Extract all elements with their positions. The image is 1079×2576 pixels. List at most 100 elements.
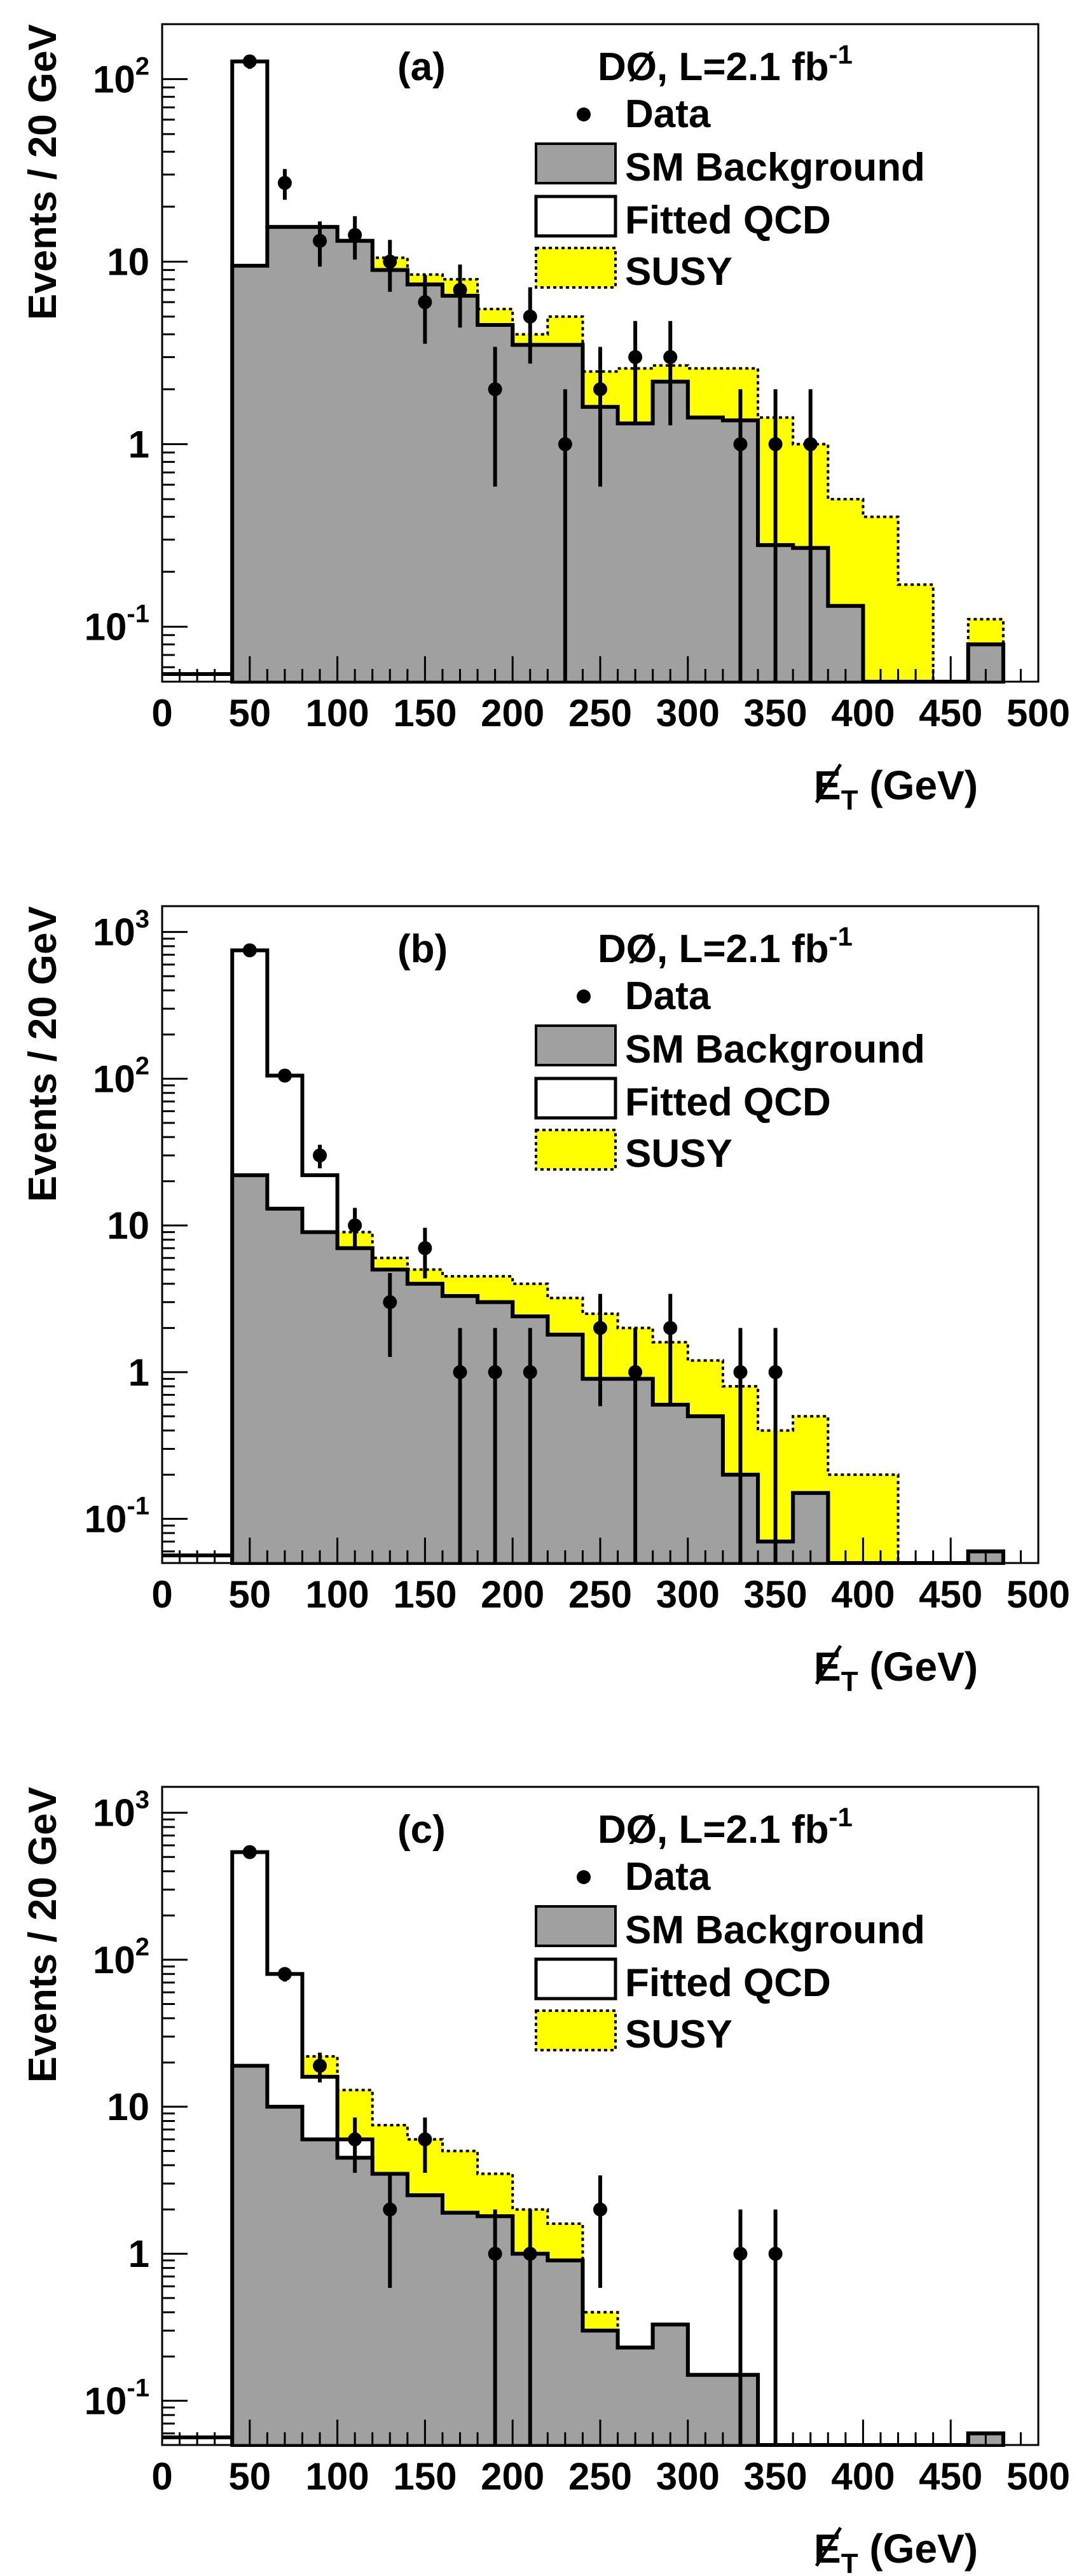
legend-label: Data	[625, 974, 711, 1018]
y-tick-base: 10	[85, 1498, 127, 1541]
legend-label: Fitted QCD	[625, 1961, 831, 2005]
legend-label-susy: SUSY	[625, 250, 732, 294]
legend-label-data: Data	[625, 974, 711, 1018]
y-tick-base: 10	[93, 1939, 135, 1981]
data-point	[628, 350, 643, 364]
legend-experiment-exponent: -1	[828, 39, 852, 69]
x-tick-label: 150	[393, 692, 457, 734]
x-axis-title-unit: (GeV)	[858, 2526, 978, 2572]
legend-label: SUSY	[625, 2013, 732, 2056]
y-tick-base: 1	[128, 1351, 149, 1394]
met-slash-icon	[814, 2526, 842, 2567]
y-tick-label: 103	[93, 906, 149, 954]
data-point	[593, 1321, 607, 1335]
y-tick-label: 1	[128, 2233, 149, 2275]
data-point	[242, 1845, 257, 1859]
legend-label-susy: SUSY	[625, 2013, 732, 2056]
data-point	[733, 437, 748, 451]
legend-label: SM Background	[625, 1908, 925, 1952]
y-tick-label: 102	[93, 1933, 149, 1981]
x-tick-label: 0	[151, 692, 172, 734]
x-tick-label: 450	[919, 692, 982, 734]
y-tick-exponent: -1	[127, 600, 149, 628]
x-axis-title-unit: (GeV)	[858, 762, 978, 808]
panel-c: 0 50 100 150 200 250 300 350 400 450 50010-1110102…	[21, 1786, 1070, 2576]
sm-background-histogram	[232, 2065, 1003, 2445]
data-point	[277, 1068, 292, 1083]
data-point	[768, 2247, 783, 2261]
legend-label: SM Background	[625, 146, 925, 189]
legend-label: Data	[625, 1855, 711, 1899]
legend-experiment: DØ, L=2.1 fb-1	[598, 39, 853, 89]
y-tick-label: 1	[128, 1351, 149, 1394]
legend-label-qcd: Fitted QCD	[625, 1961, 831, 2005]
legend-data-marker	[577, 107, 591, 121]
y-tick-label: 10	[107, 240, 149, 283]
x-axis: 0 50 100 150 200 250 300 350 400 450 500	[151, 2420, 1070, 2498]
x-axis: 0 50 100 150 200 250 300 350 400 450 500	[151, 1538, 1070, 1616]
x-axis-title-sub: T	[841, 785, 858, 816]
legend-label-sm: SM Background	[625, 1028, 925, 1071]
legend-qcd-swatch	[534, 1957, 617, 2001]
x-axis: 0 50 100 150 200 250 300 350 400 450 500	[151, 656, 1070, 734]
legend-label: SM Background	[625, 1028, 925, 1071]
y-tick-label: 102	[93, 52, 149, 100]
x-tick-label: 50	[228, 2455, 271, 2498]
data-points	[242, 54, 818, 682]
data-point	[733, 1365, 748, 1379]
x-tick-label: 250	[568, 2455, 632, 2498]
legend-label: Data	[625, 92, 711, 136]
data-point	[803, 437, 818, 451]
data-point	[348, 1218, 362, 1233]
y-tick-base: 1	[128, 424, 149, 466]
y-tick-base: 10	[85, 606, 127, 649]
y-tick-exponent: 2	[135, 1052, 149, 1080]
data-point	[383, 1295, 397, 1309]
y-tick-label: 10-1	[85, 2374, 149, 2422]
y-axis: 10-1 1 10 10 2 103	[85, 906, 188, 1564]
x-tick-label: 350	[744, 692, 808, 734]
y-tick-label: 10-1	[85, 600, 149, 649]
x-tick-label: 400	[831, 1573, 895, 1616]
y-tick-exponent: 3	[135, 906, 149, 933]
x-axis-title-sub: T	[841, 2548, 858, 2576]
panel-label-text: (b)	[397, 927, 448, 971]
legend-label-sm: SM Background	[625, 146, 925, 189]
x-tick-label: 150	[393, 1573, 457, 1616]
data-point	[663, 1321, 678, 1335]
legend-sm-swatch	[535, 1905, 617, 1947]
legend-label: Fitted QCD	[625, 198, 831, 242]
data-point	[242, 54, 257, 69]
x-tick-label: 500	[1007, 692, 1070, 734]
data-points	[242, 943, 783, 1563]
panel-label: (a)	[397, 45, 446, 89]
x-tick-label: 400	[831, 2455, 895, 2498]
y-tick-base: 10	[93, 911, 135, 954]
y-tick-exponent: -1	[127, 2374, 149, 2402]
data-points	[242, 1845, 783, 2445]
legend-sm-swatch	[535, 1024, 617, 1066]
y-tick-exponent: -1	[127, 1492, 149, 1520]
panel-label-text: (c)	[397, 1808, 446, 1852]
data-point	[418, 1241, 432, 1255]
x-axis-title-unit: (GeV)	[858, 1644, 978, 1690]
data-point	[277, 1967, 292, 1981]
data-point	[523, 1365, 537, 1379]
legend-label-susy: SUSY	[625, 1132, 732, 1176]
x-tick-label: 200	[481, 2455, 544, 2498]
x-tick-label: 100	[306, 1573, 369, 1616]
x-tick-label: 200	[481, 1573, 544, 1616]
y-tick-base: 10	[85, 2380, 127, 2422]
x-tick-label: 0	[151, 2455, 172, 2498]
x-tick-label: 200	[481, 692, 544, 734]
data-point	[348, 228, 362, 242]
data-point	[313, 233, 327, 248]
data-point	[488, 382, 502, 397]
y-tick-base: 10	[93, 1792, 135, 1835]
data-point	[383, 254, 397, 269]
y-tick-label: 10-1	[85, 1492, 149, 1541]
y-tick-exponent: 2	[135, 52, 149, 80]
panel-label: (c)	[397, 1808, 446, 1852]
